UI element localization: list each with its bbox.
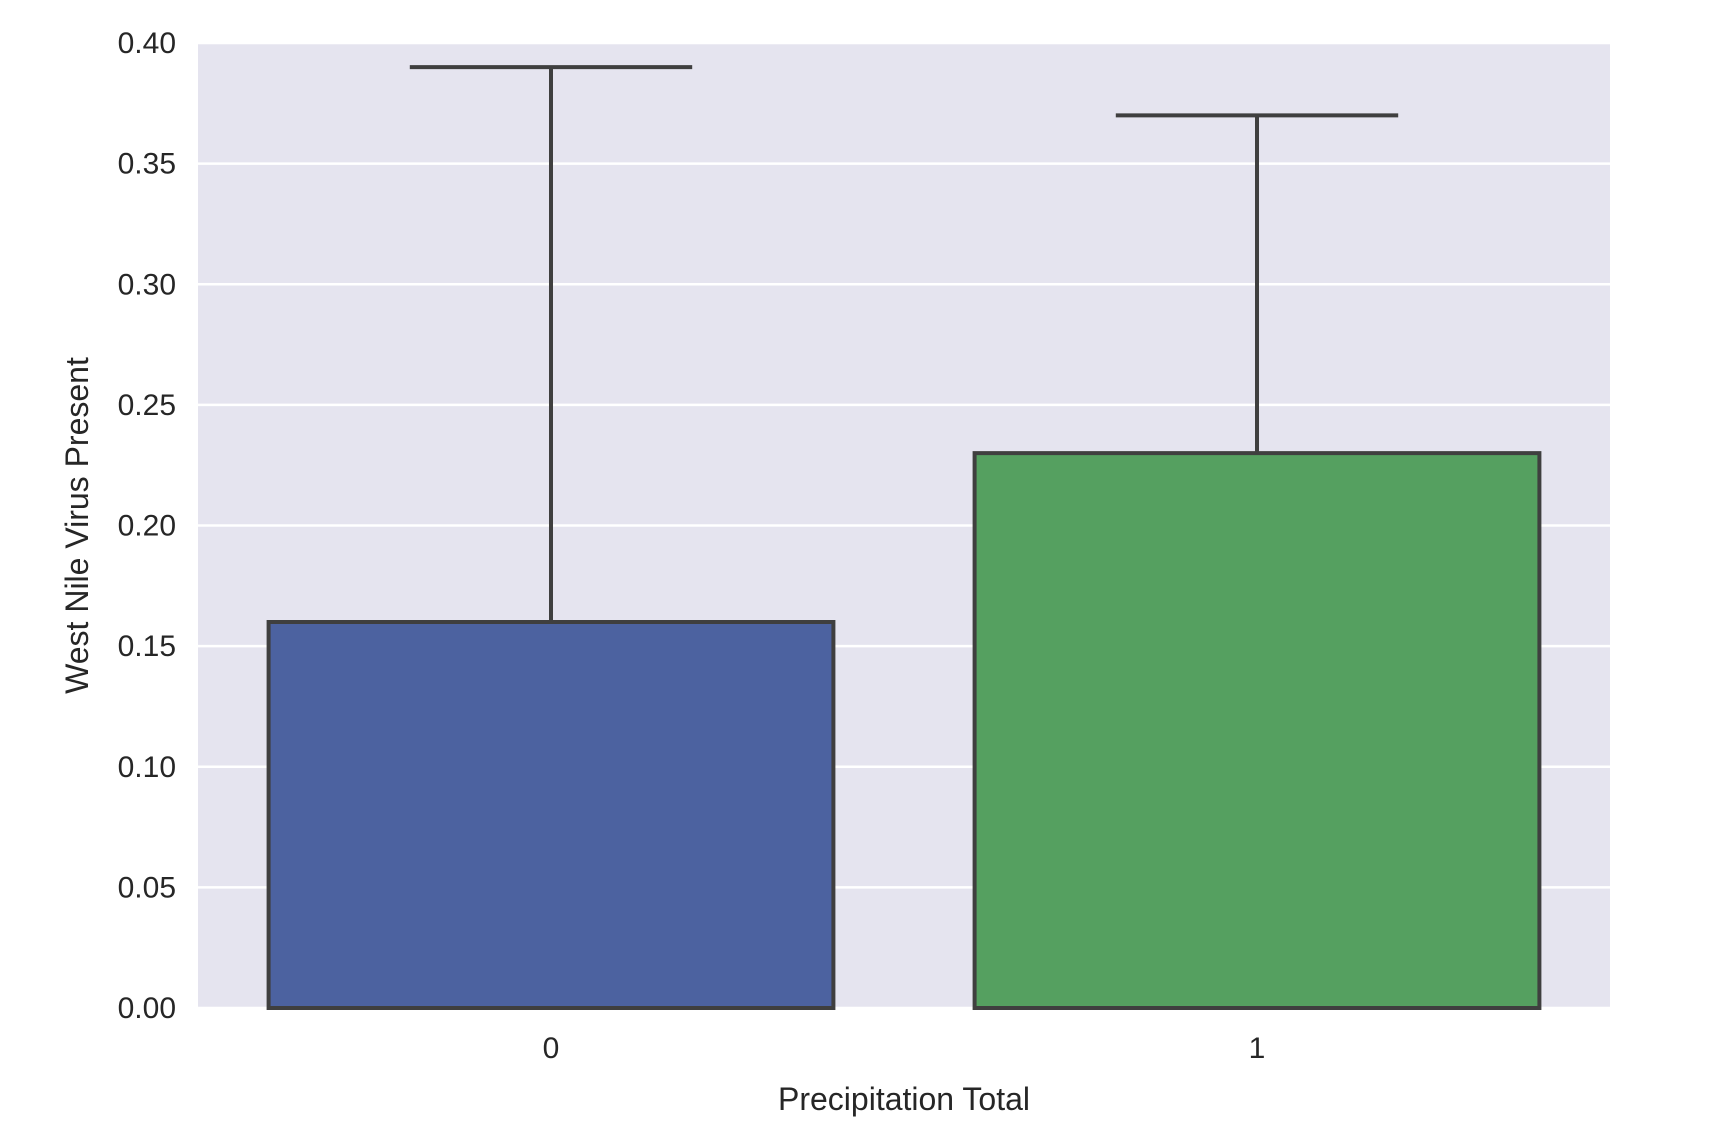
y-axis-label: West Nile Virus Present xyxy=(59,357,95,694)
bar-1 xyxy=(972,451,1542,1010)
x-axis-label: Precipitation Total xyxy=(778,1081,1030,1117)
y-tick-label: 0.05 xyxy=(118,871,176,904)
y-tick-label: 0.10 xyxy=(118,751,176,784)
y-tick-label: 0.35 xyxy=(118,148,176,181)
bar-0 xyxy=(266,620,836,1010)
y-tick-labels: 0.00 0.05 0.10 0.15 0.20 0.25 0.30 0.35 0.40 xyxy=(118,27,176,1025)
y-tick-label: 0.20 xyxy=(118,510,176,543)
y-tick-label: 0.00 xyxy=(118,992,176,1025)
bars xyxy=(266,451,1542,1010)
y-tick-label: 0.40 xyxy=(118,27,176,60)
y-tick-label: 0.15 xyxy=(118,630,176,663)
y-tick-label: 0.30 xyxy=(118,268,176,301)
y-tick-label: 0.25 xyxy=(118,389,176,422)
x-tick-label: 0 xyxy=(543,1032,560,1065)
x-tick-label: 1 xyxy=(1249,1032,1266,1065)
error-bars xyxy=(409,65,1399,622)
